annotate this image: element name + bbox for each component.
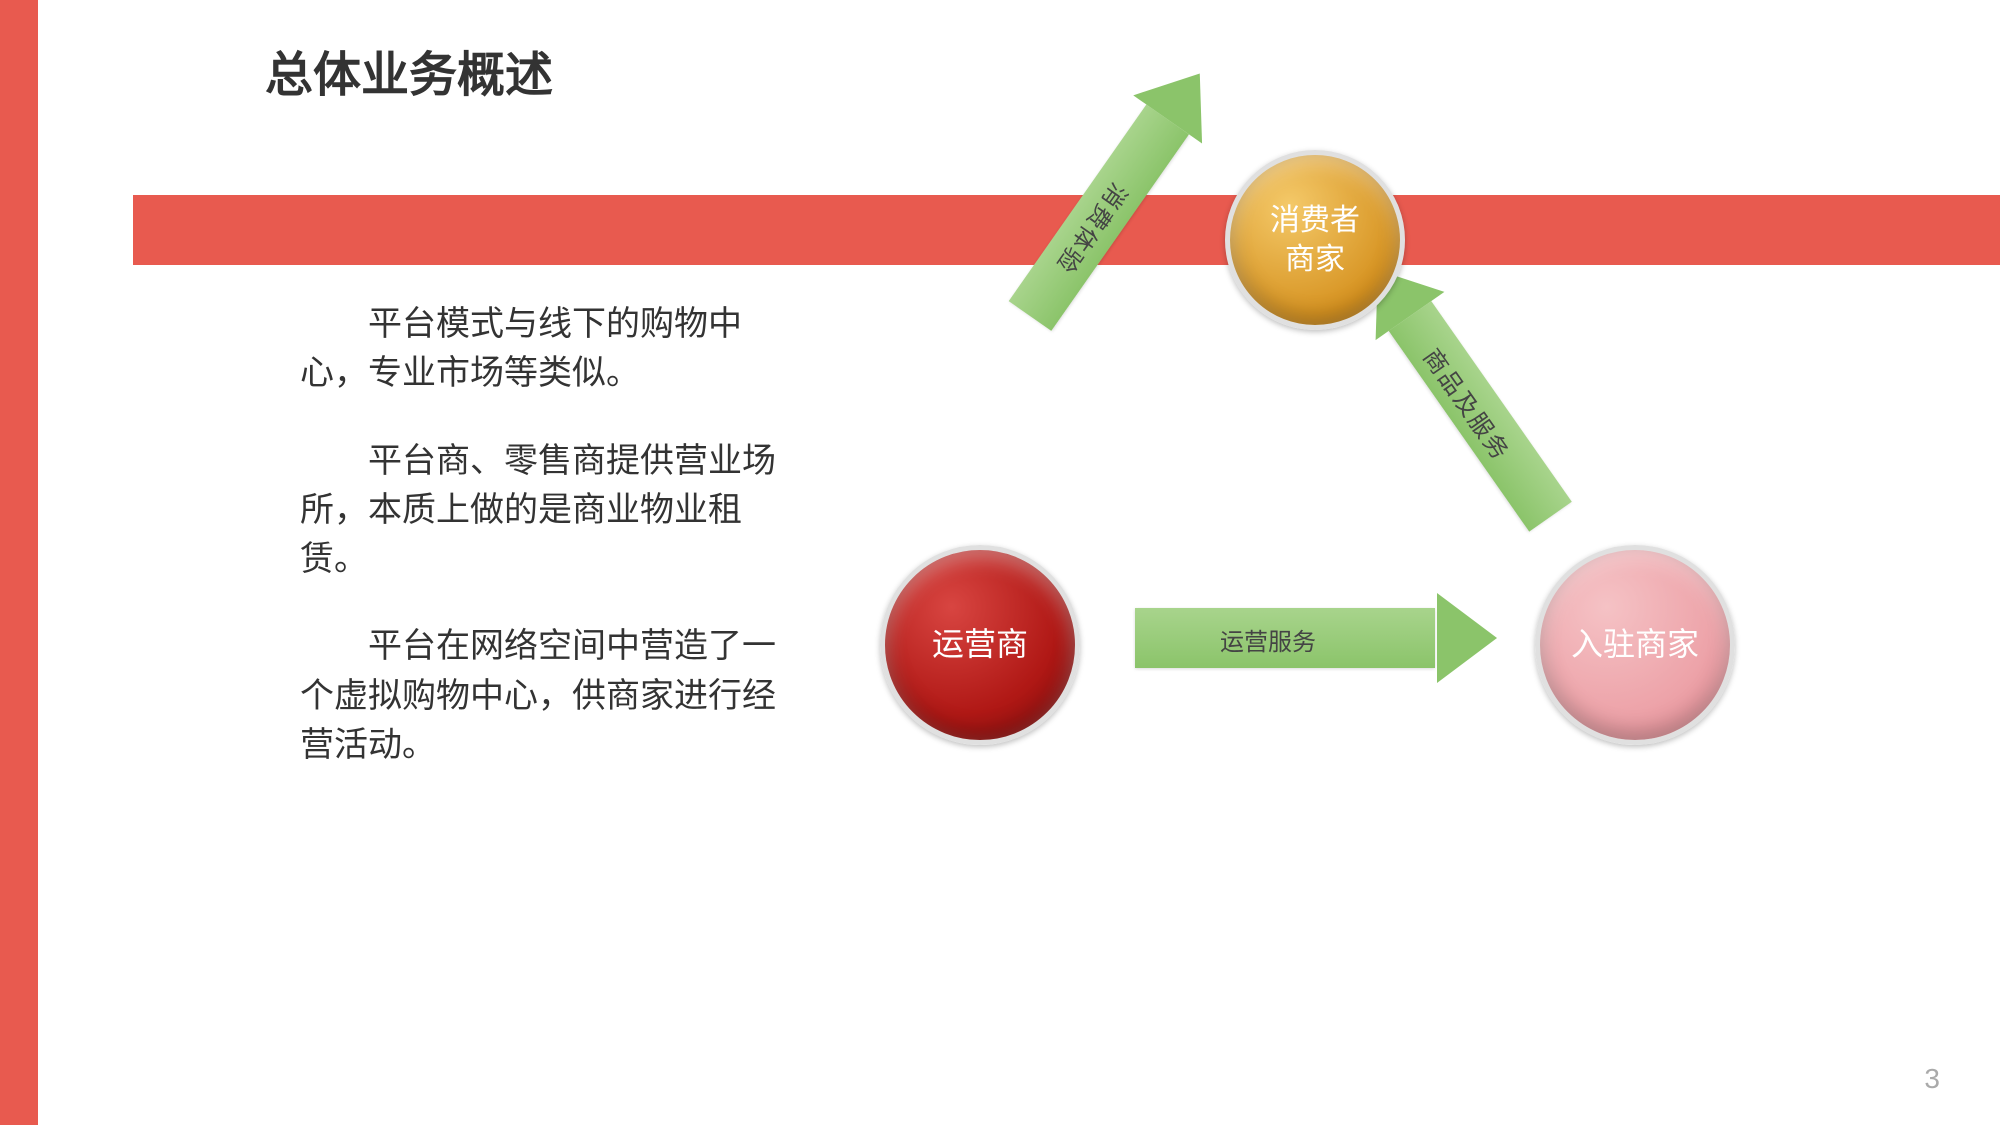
node-operator: 运营商 (880, 545, 1080, 745)
triangle-diagram: 消费体验 商品及服务 运营服务 消费者 商家 运营商 入驻商家 (880, 155, 1780, 755)
arrow-label-left: 消费体验 (1049, 177, 1137, 282)
arrow-label-bottom: 运营服务 (1220, 622, 1316, 657)
node-merchant: 入驻商家 (1535, 545, 1735, 745)
arrow-operator-to-consumer: 消费体验 (1009, 104, 1189, 330)
node-merchant-label: 入驻商家 (1571, 624, 1699, 666)
arrow-merchant-to-consumer: 商品及服务 (1389, 301, 1572, 532)
node-consumer-line2: 商家 (1285, 240, 1345, 279)
node-consumer: 消费者 商家 (1225, 150, 1405, 330)
slide-title: 总体业务概述 (265, 35, 553, 105)
accent-notch (38, 195, 133, 265)
paragraph-1: 平台模式与线下的购物中心，专业市场等类似。 (300, 300, 800, 399)
left-vertical-accent-bar (0, 0, 38, 1125)
body-text-block: 平台模式与线下的购物中心，专业市场等类似。 平台商、零售商提供营业场所，本质上做… (300, 300, 800, 808)
arrow-operator-to-merchant: 运营服务 (1135, 608, 1495, 668)
arrow-label-right: 商品及服务 (1417, 340, 1520, 467)
page-number: 3 (1924, 1063, 1940, 1095)
paragraph-2: 平台商、零售商提供营业场所，本质上做的是商业物业租赁。 (300, 437, 800, 585)
node-consumer-line1: 消费者 (1270, 201, 1360, 240)
paragraph-3: 平台在网络空间中营造了一个虚拟购物中心，供商家进行经营活动。 (300, 622, 800, 770)
node-operator-label: 运营商 (932, 624, 1028, 666)
